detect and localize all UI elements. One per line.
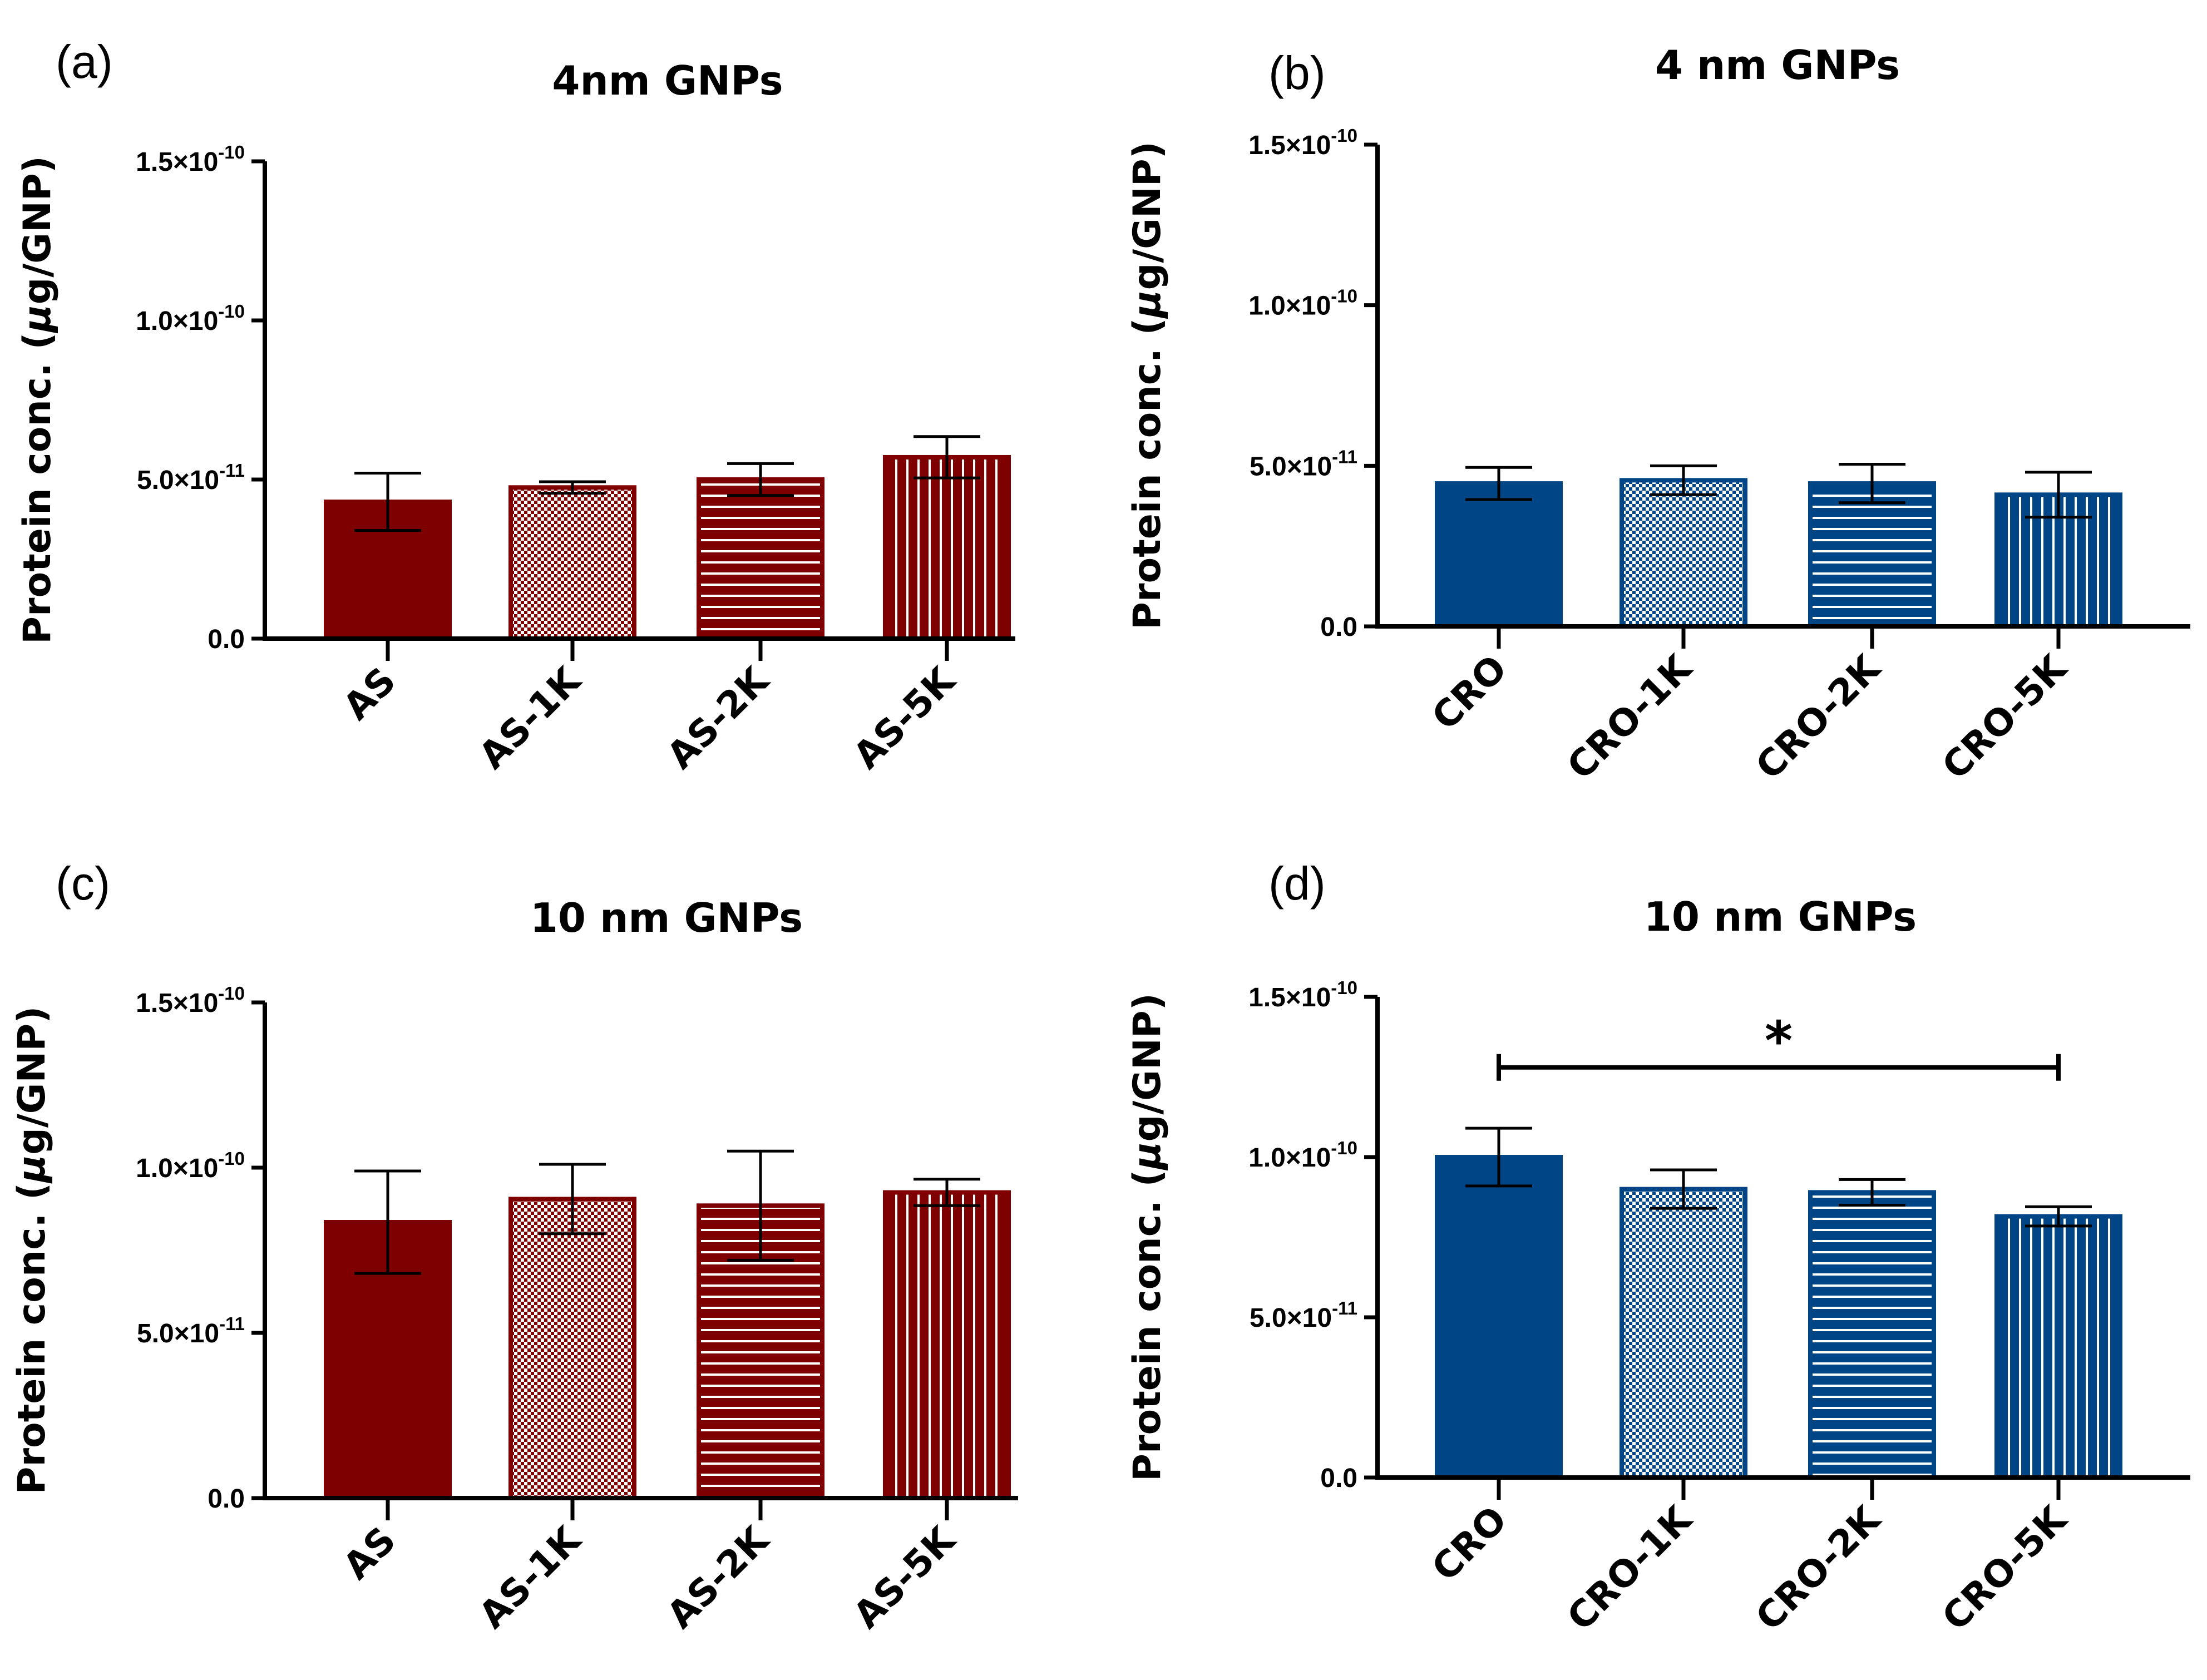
y-tick-label: 1.0×10-10 xyxy=(136,1148,245,1183)
error-bar-cro-2k xyxy=(1839,1178,1905,1207)
error-bar-as xyxy=(354,1169,421,1275)
bar-cro-1k xyxy=(1620,478,1747,629)
error-bar-as-2k xyxy=(727,1149,794,1262)
chart-panel-4: (d) 10 nm GNPs Protein conc. (μg/GNP) 0.0 5.… xyxy=(1125,857,2190,1639)
x-tick-label: AS-2K xyxy=(659,658,778,777)
bar-as-5k xyxy=(883,1190,1011,1501)
error-bar-as-2k xyxy=(727,462,794,497)
chart-title: 4nm GNPs xyxy=(552,57,783,104)
y-tick-label: 5.0×10-11 xyxy=(137,1313,245,1348)
y-tick-label: 1.5×10-10 xyxy=(136,983,245,1018)
error-bar-cro xyxy=(1465,466,1532,501)
chart-panel-1: (a) 4nm GNPs Protein conc. (μg/GNP) 0.0 5.0×… xyxy=(16,36,1015,777)
y-tick-label: 1.5×10-10 xyxy=(1248,125,1357,160)
bar-cro xyxy=(1435,481,1563,629)
error-bar-as-5k xyxy=(914,435,980,480)
x-tick-label: AS-5K xyxy=(845,658,964,777)
error-bar-cro-5k xyxy=(2025,1205,2092,1228)
bar-cro-2k xyxy=(1808,481,1936,629)
error-bar-cro xyxy=(1465,1126,1532,1188)
x-tick-label: CRO-5K xyxy=(1934,646,2076,788)
chart-title: 10 nm GNPs xyxy=(1644,893,1917,940)
y-tick-label: 0.0 xyxy=(208,1484,245,1514)
error-bar-cro-5k xyxy=(2025,471,2092,519)
chart-title: 4 nm GNPs xyxy=(1655,42,1900,88)
x-tick-label: CRO xyxy=(1424,647,1515,738)
y-tick-label: 5.0×10-11 xyxy=(137,460,245,495)
y-tick-label: 5.0×10-11 xyxy=(1250,446,1357,481)
error-bar-as-5k xyxy=(914,1178,980,1207)
bar-cro-1k xyxy=(1620,1187,1747,1480)
bar-as-5k xyxy=(883,454,1011,641)
bar-cro xyxy=(1435,1155,1563,1480)
y-tick-label: 0.0 xyxy=(1320,612,1357,642)
error-bar-cro-2k xyxy=(1839,462,1905,505)
panel-label: (d) xyxy=(1268,857,1326,910)
significance-bracket xyxy=(1497,1054,2061,1081)
significance-star: * xyxy=(1765,1010,1793,1073)
bar-as-1k xyxy=(508,1197,636,1500)
y-tick-label: 1.0×10-10 xyxy=(1248,286,1357,321)
error-bar-as xyxy=(354,472,421,532)
chart-title: 10 nm GNPs xyxy=(530,895,803,941)
error-bar-as-1k xyxy=(539,480,606,495)
bar-as-1k xyxy=(508,485,636,641)
y-tick-label: 0.0 xyxy=(1320,1464,1357,1493)
y-tick-label: 0.0 xyxy=(208,625,245,654)
x-tick-label: AS xyxy=(335,659,404,728)
x-tick-label: CRO-2K xyxy=(1747,1497,1889,1639)
x-tick-label: CRO-1K xyxy=(1559,646,1701,788)
x-tick-label: CRO xyxy=(1424,1498,1515,1589)
x-tick-label: AS-5K xyxy=(845,1518,964,1637)
chart-panel-2: (b) 4 nm GNPs Protein conc. (μg/GNP) 0.0 5.0… xyxy=(1125,42,2190,788)
error-bar-cro-1k xyxy=(1650,464,1717,496)
y-tick-label: 5.0×10-11 xyxy=(1250,1298,1357,1333)
x-tick-label: CRO-5K xyxy=(1934,1497,2076,1639)
x-tick-label: AS-1K xyxy=(471,1518,590,1637)
y-axis-label: Protein conc. (μg/GNP) xyxy=(10,1006,54,1495)
y-axis-label: Protein conc. (μg/GNP) xyxy=(16,156,60,644)
y-axis-label: Protein conc. (μg/GNP) xyxy=(1125,141,1169,630)
panel-label: (b) xyxy=(1268,47,1326,99)
bar-cro-5k xyxy=(1994,1214,2122,1480)
y-tick-label: 1.5×10-10 xyxy=(1248,977,1357,1012)
x-tick-label: CRO-1K xyxy=(1559,1497,1701,1639)
y-tick-label: 1.5×10-10 xyxy=(136,142,245,177)
bar-as-2k xyxy=(697,477,824,641)
panel-label: (c) xyxy=(56,857,110,910)
x-tick-label: AS xyxy=(335,1519,404,1588)
y-tick-label: 1.0×10-10 xyxy=(136,301,245,336)
bar-cro-2k xyxy=(1808,1190,1936,1480)
y-axis-label: Protein conc. (μg/GNP) xyxy=(1125,993,1169,1481)
x-tick-label: AS-1K xyxy=(471,658,590,777)
y-tick-label: 1.0×10-10 xyxy=(1248,1138,1357,1173)
error-bar-cro-1k xyxy=(1650,1168,1717,1210)
panel-label: (a) xyxy=(56,36,113,88)
chart-panel-3: (c) 10 nm GNPs Protein conc. (μg/GNP) 0.0 5.… xyxy=(10,857,1018,1637)
error-bar-as-1k xyxy=(539,1163,606,1236)
x-tick-label: AS-2K xyxy=(659,1518,778,1637)
x-tick-label: CRO-2K xyxy=(1747,646,1889,788)
